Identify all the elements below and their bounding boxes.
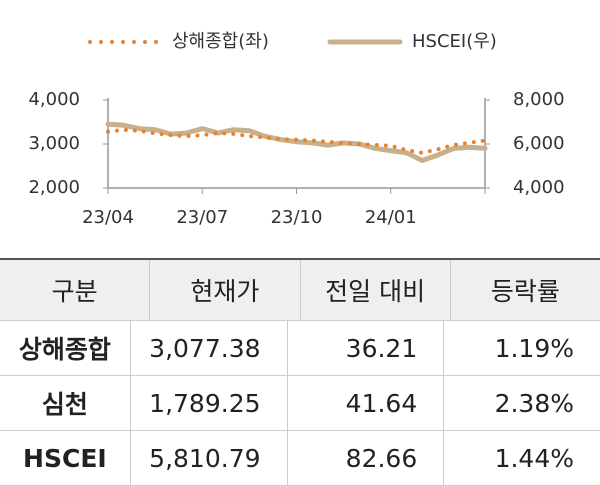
chart: 2,000 3,000 4,000 4,000 6,000 8,000 23/04 23/07… bbox=[28, 31, 565, 228]
value-cell: 41.64 bbox=[286, 376, 444, 430]
series-line bbox=[106, 127, 487, 155]
table-row: 상해종합 3,077.38 36.21 1.19% bbox=[0, 321, 600, 376]
name-cell: 심천 bbox=[41, 390, 88, 419]
name-cell: HSCEI bbox=[23, 443, 107, 473]
series-line bbox=[105, 121, 488, 163]
header-cell: 현재가 bbox=[149, 260, 299, 320]
header-cell: 구분 bbox=[51, 277, 98, 306]
value-cell: 82.66 bbox=[286, 431, 444, 485]
value-cell: 1.44% bbox=[443, 431, 600, 485]
x-tick-label: 24/01 bbox=[365, 207, 417, 228]
legend-label: 상해종합(좌) bbox=[172, 31, 269, 52]
x-tick-label: 23/04 bbox=[82, 207, 134, 228]
value-cell: 1.19% bbox=[443, 321, 600, 375]
y-tick-label: 2,000 bbox=[28, 177, 80, 198]
table-row: HSCEI 5,810.79 82.66 1.44% bbox=[0, 431, 600, 486]
x-tick-label: 23/10 bbox=[271, 207, 323, 228]
value-cell: 36.21 bbox=[286, 321, 444, 375]
x-tick-label: 23/07 bbox=[176, 207, 228, 228]
y2-tick-label: 4,000 bbox=[513, 177, 565, 198]
value-cell: 1,789.25 bbox=[129, 376, 287, 430]
header-cell: 전일 대비 bbox=[299, 260, 450, 320]
value-cell: 5,810.79 bbox=[129, 431, 287, 485]
value-cell: 3,077.38 bbox=[129, 321, 287, 375]
y-tick-label: 4,000 bbox=[28, 89, 80, 110]
table-header: 구분 현재가 전일 대비 등락률 bbox=[0, 260, 600, 321]
name-cell: 상해종합 bbox=[18, 335, 111, 364]
y-tick-label: 3,000 bbox=[28, 133, 80, 154]
legend-label: HSCEI(우) bbox=[412, 31, 497, 52]
y2-tick-label: 8,000 bbox=[513, 89, 565, 110]
header-cell: 등락률 bbox=[449, 260, 600, 320]
value-cell: 2.38% bbox=[443, 376, 600, 430]
table-row: 심천 1,789.25 41.64 2.38% bbox=[0, 376, 600, 431]
y2-tick-label: 6,000 bbox=[513, 133, 565, 154]
